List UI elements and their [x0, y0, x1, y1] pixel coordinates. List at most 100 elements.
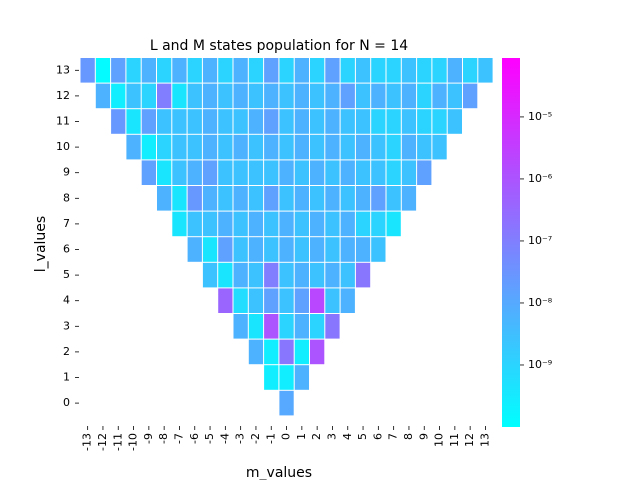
heatmap-cell	[386, 83, 401, 109]
x-tick-label: 13	[478, 433, 491, 447]
heatmap-cell	[111, 109, 126, 134]
heatmap-cell	[233, 237, 248, 262]
heatmap-cell	[218, 237, 233, 262]
heatmap-cell	[386, 58, 401, 83]
heatmap-cell	[202, 83, 218, 109]
heatmap-cell	[248, 314, 264, 339]
heatmap-cell	[371, 160, 386, 185]
heatmap-cell	[371, 134, 386, 160]
heatmap-cell	[325, 314, 340, 339]
heatmap-cell	[141, 58, 156, 83]
x-tick-label: 11	[448, 433, 461, 447]
heatmap-cell	[248, 237, 264, 262]
heatmap-cell	[310, 237, 325, 262]
x-tick-label: 7	[387, 433, 400, 440]
heatmap-cell	[371, 186, 386, 211]
heatmap-cell	[187, 211, 202, 237]
heatmap-cell	[233, 58, 248, 83]
heatmap-cell	[141, 160, 156, 185]
heatmap-cell	[279, 83, 294, 109]
heatmap-cell	[294, 262, 309, 288]
heatmap-cell	[202, 134, 218, 160]
heatmap-cell	[340, 160, 355, 185]
colorbar	[502, 58, 520, 427]
heatmap-cell	[233, 109, 248, 134]
heatmap-cell	[95, 58, 111, 83]
heatmap-cell	[264, 339, 279, 365]
heatmap-cell	[340, 109, 355, 134]
x-tick-label: -9	[142, 433, 155, 444]
heatmap-cell	[355, 134, 371, 160]
heatmap-cell	[141, 83, 156, 109]
heatmap-cell	[325, 186, 340, 211]
heatmap-cell	[126, 109, 141, 134]
heatmap-cell	[355, 83, 371, 109]
heatmap-cell	[386, 160, 401, 185]
heatmap-cell	[264, 109, 279, 134]
x-tick-label: 2	[310, 433, 323, 440]
heatmap-cell	[279, 262, 294, 288]
x-tick-label: -4	[218, 433, 231, 444]
y-tick-label: 2	[63, 345, 70, 358]
heatmap-cell	[325, 237, 340, 262]
heatmap-cell	[386, 109, 401, 134]
colorbar-tick-label: 10⁻⁸	[528, 296, 553, 309]
heatmap-cell	[111, 58, 126, 83]
heatmap-cell	[172, 134, 187, 160]
heatmap-cell	[294, 186, 309, 211]
heatmap-cell	[294, 365, 309, 390]
heatmap-cell	[325, 288, 340, 313]
x-axis-label: m_values	[246, 465, 312, 480]
heatmap-cell	[463, 58, 478, 83]
heatmap-cell	[187, 109, 202, 134]
heatmap-cell	[310, 186, 325, 211]
heatmap-cell	[218, 211, 233, 237]
x-tick-label: -12	[96, 433, 109, 451]
heatmap-cell	[157, 134, 172, 160]
heatmap-cell	[294, 58, 309, 83]
heatmap-cell	[248, 262, 264, 288]
heatmap-cell	[202, 237, 218, 262]
heatmap-cell	[233, 314, 248, 339]
heatmap-cell	[355, 237, 371, 262]
heatmap-cell	[187, 83, 202, 109]
colorbar-ticks: 10⁻⁵ 10⁻⁶ 10⁻⁷ 10⁻⁸ 10⁻⁹	[520, 110, 553, 371]
x-tick-label: -11	[111, 433, 124, 451]
heatmap-cell	[325, 83, 340, 109]
heatmap-cell	[264, 314, 279, 339]
heatmap-cell	[218, 160, 233, 185]
x-tick-label: -6	[188, 433, 201, 444]
x-axis-ticks: -13 -12 -11 -10 -9 -8 -7 -6 -5 -4 -3 -2 -1 0 1 2 3 4 5 6 7 8 9…	[81, 426, 491, 451]
heatmap-cell	[325, 160, 340, 185]
y-tick-label: 6	[63, 243, 70, 256]
heatmap-cell	[340, 83, 355, 109]
heatmap-cell	[310, 109, 325, 134]
colorbar-tick-label: 10⁻⁶	[528, 172, 553, 185]
heatmap-cell	[264, 237, 279, 262]
y-tick-label: 4	[63, 294, 70, 307]
x-tick-label: -7	[172, 433, 185, 444]
heatmap-cell	[95, 83, 111, 109]
x-tick-label: 10	[433, 433, 446, 447]
heatmap-cell	[111, 83, 126, 109]
heatmap-cell	[355, 262, 371, 288]
heatmap-cell	[233, 134, 248, 160]
heatmap-cell	[233, 186, 248, 211]
heatmap-cell	[432, 134, 447, 160]
x-tick-label: -10	[127, 433, 140, 451]
heatmap-cell	[478, 58, 493, 83]
heatmap-cell	[279, 186, 294, 211]
heatmap-cell	[417, 58, 432, 83]
heatmap-cell	[172, 83, 187, 109]
heatmap-cell	[279, 58, 294, 83]
heatmap-cell	[172, 186, 187, 211]
x-tick-label: 9	[417, 433, 430, 440]
heatmap-cell	[325, 262, 340, 288]
y-tick-label: 3	[63, 319, 70, 332]
y-axis-label: l_values	[33, 216, 49, 272]
heatmap-cell	[279, 365, 294, 390]
heatmap-cell	[202, 262, 218, 288]
heatmap-cell	[264, 262, 279, 288]
x-tick-label: 12	[463, 433, 476, 447]
heatmap-cell	[157, 160, 172, 185]
